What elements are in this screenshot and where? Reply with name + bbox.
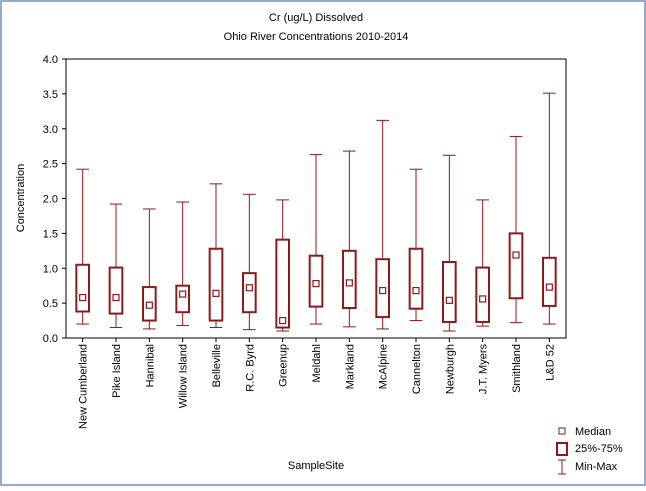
- box: [442, 260, 457, 323]
- median: [512, 251, 520, 259]
- y-axis-label: Concentration: [15, 164, 27, 233]
- x-tick-label: J.T. Myers: [478, 344, 490, 395]
- x-tick-label: Willow Island: [178, 344, 190, 408]
- median: [479, 295, 487, 303]
- x-tick-label: Markland: [344, 344, 356, 389]
- y-tick-label: 3.5: [43, 89, 58, 101]
- x-tick-label: Meldahl: [311, 344, 323, 383]
- y-tick-label: 3.0: [43, 124, 58, 136]
- legend-box-icon: [556, 442, 568, 456]
- legend-median-icon: [558, 427, 566, 435]
- box: [475, 266, 491, 323]
- chart-title: Cr (ug/L) Dissolved: [269, 12, 363, 24]
- median: [245, 284, 253, 292]
- x-tick-label: Pike Island: [111, 344, 123, 398]
- x-axis-label: SampleSite: [288, 460, 344, 472]
- median: [545, 283, 553, 291]
- median: [112, 293, 120, 302]
- median: [145, 301, 153, 309]
- box: [408, 247, 424, 310]
- box: [242, 272, 257, 314]
- x-tick-label: Hannibal: [144, 344, 156, 387]
- y-tick-label: 1.0: [43, 263, 58, 275]
- median: [445, 296, 453, 304]
- y-tick-label: 2.0: [43, 194, 58, 206]
- box: [75, 263, 91, 313]
- chart-subtitle: Ohio River Concentrations 2010-2014: [224, 31, 409, 43]
- x-tick-label: New Cumberland: [78, 344, 90, 429]
- y-tick-label: 0.0: [43, 333, 58, 345]
- x-tick-label: Smithland: [511, 344, 523, 393]
- x-tick-label: L&D 52: [544, 344, 556, 381]
- box: [508, 232, 524, 300]
- legend-label: 25%-75%: [575, 443, 623, 455]
- median: [312, 279, 320, 288]
- box: [108, 266, 124, 315]
- y-tick-label: 0.5: [43, 298, 58, 310]
- legend-label: Min-Max: [575, 461, 618, 473]
- median: [279, 316, 287, 325]
- x-tick-label: Belleville: [211, 344, 223, 387]
- median: [379, 286, 387, 295]
- x-tick-label: McAlpine: [378, 344, 390, 389]
- x-tick-label: Greenup: [278, 344, 290, 387]
- median: [212, 289, 220, 297]
- x-tick-label: Cannelton: [411, 344, 423, 394]
- box: [275, 238, 291, 329]
- x-tick-label: Newburgh: [444, 344, 456, 394]
- median: [79, 293, 87, 302]
- y-tick-label: 1.5: [43, 228, 58, 240]
- median: [345, 279, 353, 287]
- box: [175, 284, 190, 314]
- legend-label: Median: [575, 426, 611, 438]
- median: [179, 290, 187, 298]
- y-tick-label: 4.0: [43, 54, 58, 66]
- box: [208, 247, 224, 322]
- y-tick-label: 2.5: [43, 159, 58, 171]
- box: [542, 256, 557, 307]
- x-tick-label: R.C. Byrd: [244, 344, 256, 392]
- median: [412, 286, 420, 295]
